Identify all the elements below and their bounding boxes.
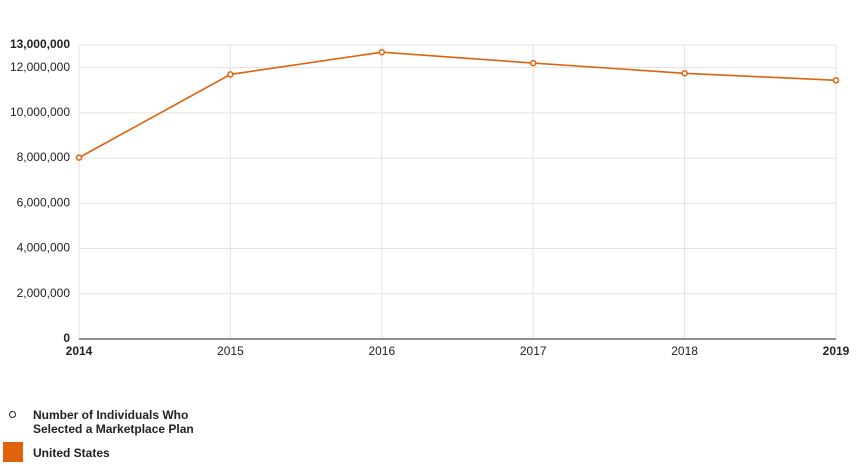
y-tick-label: 10,000,000	[10, 105, 70, 119]
data-point	[227, 71, 234, 78]
data-point	[75, 154, 83, 161]
y-tick-label: 8,000,000	[17, 150, 71, 164]
y-tick-label: 2,000,000	[17, 286, 71, 300]
data-point	[681, 70, 688, 77]
x-tick-label: 2018	[671, 344, 698, 358]
x-tick-label: 2015	[217, 344, 244, 358]
legend-measure: Number of Individuals Who Selected a Mar…	[33, 408, 194, 436]
legend-label: United States	[33, 446, 110, 460]
y-tick-label: 4,000,000	[17, 241, 71, 255]
y-tick-label: 12,000,000	[10, 60, 70, 74]
data-point	[832, 77, 840, 84]
y-tick-label: 0	[63, 331, 70, 345]
data-point	[378, 48, 386, 56]
x-tick-label: 2016	[368, 344, 395, 358]
legend-swatch	[3, 442, 23, 462]
y-tick-label: 6,000,000	[17, 195, 71, 209]
chart: 0 2,000,000 4,000,000 6,000,000 8,000,000 10,…	[10, 37, 850, 358]
y-tick-label: 13,000,000	[10, 37, 70, 51]
x-tick-label: 2014	[66, 344, 93, 358]
data-point	[529, 59, 537, 67]
measure-marker	[9, 411, 16, 418]
x-tick-label: 2019	[823, 344, 850, 358]
x-tick-label: 2017	[520, 344, 547, 358]
series-line	[78, 51, 837, 159]
